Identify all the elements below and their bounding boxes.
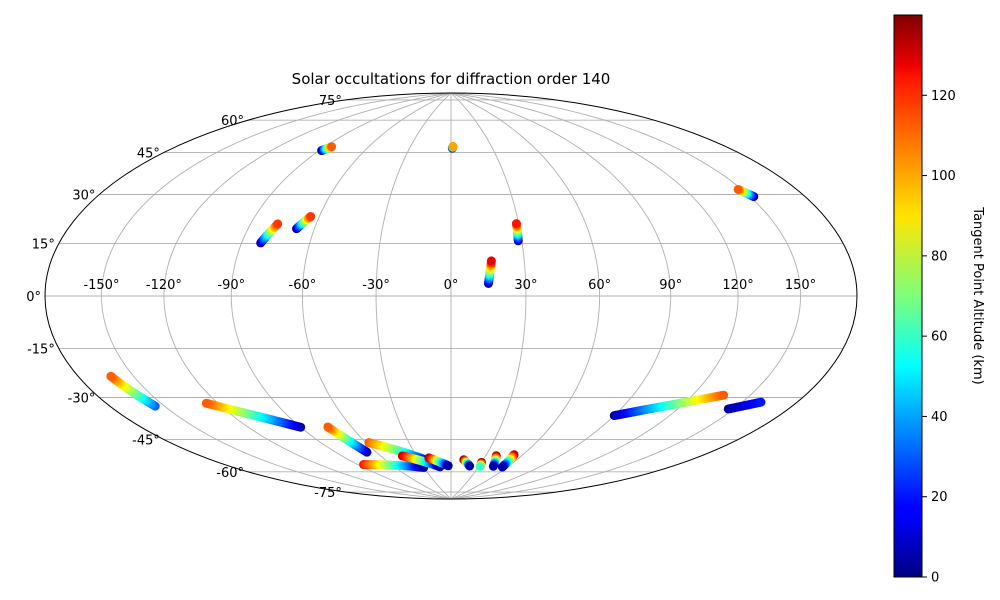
lat-tick-label: -30° (68, 392, 96, 407)
lon-tick-label: -120° (146, 278, 182, 293)
occultation-track (459, 455, 475, 471)
lat-tick-label: 15° (32, 237, 55, 252)
occultation-point (475, 462, 485, 471)
occultation-point (201, 398, 211, 408)
lon-tick-label: -150° (83, 278, 119, 293)
occultation-track (106, 371, 160, 411)
occultation-track (475, 457, 486, 471)
occultation-point (488, 461, 498, 471)
occultation-point (511, 219, 521, 229)
lat-tick-label: -45° (132, 434, 160, 449)
lon-tick-label: 60° (588, 278, 611, 293)
grid-meridian (101, 92, 452, 500)
lon-tick-label: 30° (514, 278, 537, 293)
grid-meridian (450, 92, 527, 500)
graticule (45, 92, 857, 500)
occultation-point (486, 256, 496, 266)
lon-tick-label: 90° (659, 278, 682, 293)
occultation-point (733, 184, 743, 194)
grid-meridian (163, 92, 452, 500)
lon-tick-label: 0° (444, 278, 459, 293)
occultation-point (327, 142, 337, 152)
occultation-point (719, 390, 729, 400)
colorbar-tick-label: 60 (931, 330, 948, 345)
grid-meridian (450, 92, 739, 500)
occultation-track (292, 211, 316, 234)
lat-tick-label: 0° (26, 290, 41, 305)
grid-meridian (375, 92, 452, 500)
lat-tick-label: -15° (27, 343, 55, 358)
colorbar-tick-label: 0 (931, 571, 939, 586)
occultation-point (448, 141, 458, 151)
occultation-point (273, 219, 283, 229)
occultation-track (323, 422, 372, 457)
lon-tick-label: -60° (289, 278, 317, 293)
lat-tick-label: -60° (216, 466, 244, 481)
latitude-tick-labels: -75° -60° -45° -30° -15° 0° 15° 30° 45° 60° 75° (26, 94, 342, 501)
occultation-point (465, 461, 475, 471)
longitude-tick-labels: -150° -120° -90° -60° -30° 0° 30° 60° 90° 120° 150… (83, 278, 816, 293)
globe-outline (44, 92, 858, 500)
colorbar-ticks: 0 20 40 60 80 100 120 (922, 89, 956, 586)
colorbar-tick-label: 20 (931, 490, 948, 505)
occultation-track (359, 460, 429, 472)
occultation-tracks (106, 141, 766, 472)
occultation-track (511, 219, 523, 246)
occultation-track (723, 397, 766, 414)
lat-tick-label: 30° (72, 189, 95, 204)
occultation-track (201, 398, 306, 432)
occultation-track (317, 142, 337, 156)
occultation-track (488, 451, 501, 471)
lon-tick-label: 150° (785, 278, 816, 293)
lat-tick-label: -75° (314, 486, 342, 501)
occultation-track (483, 256, 496, 288)
occultation-track (733, 184, 759, 202)
occultation-track (256, 219, 283, 248)
colorbar-tick-label: 40 (931, 410, 948, 425)
lat-tick-label: 45° (137, 146, 160, 161)
grid-meridian (450, 92, 601, 500)
colorbar-tick-label: 80 (931, 249, 948, 264)
occultation-point (323, 422, 333, 432)
occultation-track (497, 450, 519, 472)
colorbar-tick-label: 120 (931, 89, 956, 104)
grid-meridian (450, 92, 672, 500)
occultation-point (756, 397, 766, 407)
lat-tick-label: 75° (319, 94, 342, 109)
grid-meridian (450, 92, 801, 500)
chart-title: Solar occultations for diffraction order… (292, 70, 611, 88)
occultation-track (609, 390, 729, 421)
occultation-point (106, 371, 116, 381)
colorbar: 0 20 40 60 80 100 120 Tangent Point Altitude (… (893, 14, 985, 586)
lon-tick-label: -30° (362, 278, 390, 293)
colorbar-label: Tangent Point Altitude (km) (970, 206, 985, 384)
lat-tick-label: 60° (221, 114, 244, 129)
occultation-track (424, 453, 453, 471)
occultation-point (443, 461, 453, 471)
occultation-track (447, 141, 458, 153)
colorbar-gradient (893, 14, 923, 578)
lon-tick-label: 120° (722, 278, 753, 293)
lon-tick-label: -90° (217, 278, 245, 293)
occultation-track (364, 438, 438, 468)
occultation-point (306, 211, 316, 221)
occultation-point (497, 462, 507, 472)
colorbar-tick-label: 100 (931, 169, 956, 184)
